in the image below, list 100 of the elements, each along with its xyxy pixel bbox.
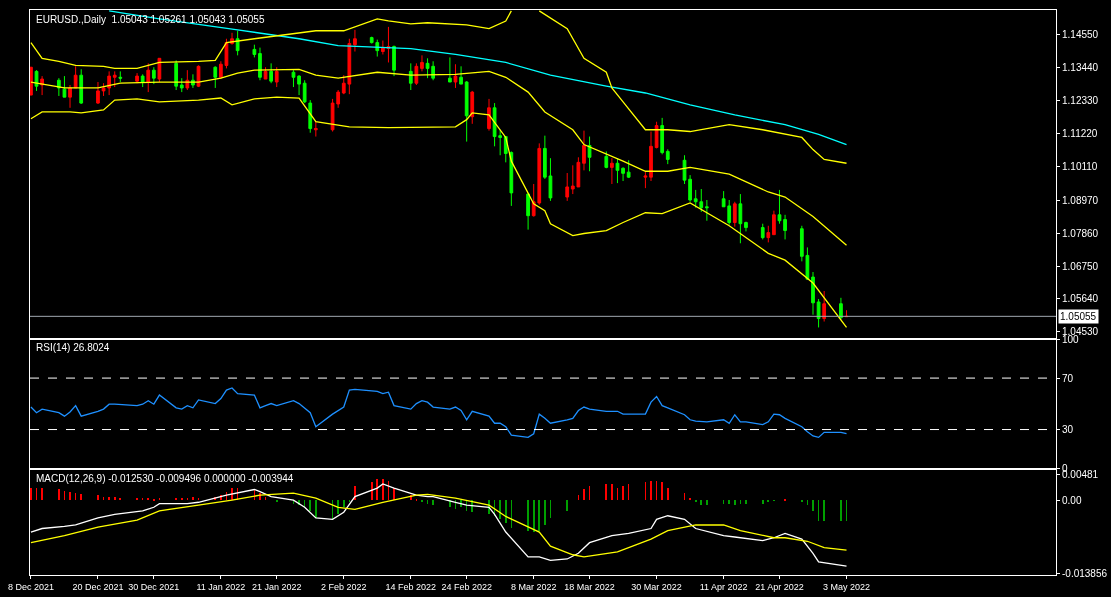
bar [700, 500, 702, 506]
candlestick [654, 121, 659, 149]
x-tick-label: 24 Feb 2022 [441, 581, 492, 592]
candlestick [526, 193, 530, 231]
y-tick-label: 1.11220 [1062, 128, 1098, 140]
candlestick [587, 136, 592, 172]
line-series [30, 68, 848, 246]
candlestick [112, 70, 117, 88]
candlestick [263, 66, 268, 80]
candlestick [744, 221, 748, 232]
candlestick [269, 62, 274, 84]
ref-line-label: 1.05055 [1060, 311, 1097, 322]
candlestick [196, 64, 201, 88]
candlestick [258, 47, 262, 81]
candlestick [732, 201, 737, 228]
candlestick [704, 199, 709, 222]
bar [382, 479, 384, 501]
bar [661, 482, 663, 501]
x-tick-label: 21 Jan 2022 [251, 581, 302, 592]
candlestick [459, 65, 463, 85]
candlestick [140, 73, 145, 88]
bar [505, 500, 507, 524]
bar [583, 489, 585, 501]
bar [667, 488, 669, 501]
candlestick [30, 66, 33, 96]
candlestick [604, 150, 609, 169]
candlestick [213, 65, 218, 89]
y-tick-label: -0.013856 [1062, 567, 1108, 579]
bar [421, 500, 423, 503]
candlestick [487, 98, 491, 132]
bar [136, 498, 138, 501]
bar [97, 495, 99, 501]
candlestick [408, 62, 413, 91]
candlestick [610, 157, 614, 185]
x-tick-label: 11 Jan 2022 [196, 581, 246, 592]
candlestick [649, 131, 653, 182]
candlestick [157, 57, 162, 83]
bar [801, 500, 803, 503]
candlestick [509, 150, 514, 207]
candlestick [179, 77, 184, 93]
line-series [30, 492, 848, 558]
x-tick-label: 21 Apr 2022 [755, 581, 804, 592]
bar [611, 484, 613, 501]
candlestick [626, 159, 631, 179]
candlestick [146, 62, 151, 93]
candlestick [73, 65, 78, 89]
bar [432, 500, 434, 506]
candlestick [79, 68, 84, 105]
bar [840, 500, 842, 522]
candlestick [738, 193, 743, 244]
y-tick-label: 1.07860 [1062, 227, 1099, 239]
bar [58, 489, 60, 501]
line-series [30, 96, 848, 329]
candlestick [151, 66, 156, 85]
candlestick [839, 297, 843, 321]
x-tick-label: 30 Dec 2021 [128, 581, 180, 592]
candlestick [313, 121, 318, 138]
bar [784, 499, 786, 502]
y-tick-label: 30 [1062, 424, 1074, 436]
bar [728, 500, 730, 505]
y-tick-label: 0.00 [1062, 494, 1082, 506]
y-tick-label: 1.14550 [1062, 29, 1099, 41]
bar [30, 488, 32, 501]
line-series [108, 10, 848, 146]
candlestick [811, 271, 815, 316]
x-tick-label: 2 Feb 2022 [320, 581, 367, 592]
bar [41, 488, 43, 501]
bar [762, 500, 764, 505]
bar [315, 500, 317, 519]
x-tick-label: 3 May 2022 [823, 581, 871, 592]
candlestick [353, 29, 357, 52]
bar [605, 484, 607, 501]
bar [767, 500, 769, 503]
candlestick [96, 81, 100, 105]
bar [343, 500, 345, 508]
candlestick [582, 130, 586, 171]
bar [192, 497, 194, 501]
candlestick [252, 44, 257, 58]
candlestick [68, 84, 72, 109]
bar [622, 486, 624, 501]
bar [689, 498, 691, 501]
y-tick-label: 1.12330 [1062, 95, 1099, 107]
y-tick-label: 1.05640 [1062, 293, 1099, 305]
bar [527, 500, 529, 532]
bar [812, 500, 814, 512]
x-tick-label: 18 Mar 2022 [564, 581, 615, 592]
line-series [30, 387, 848, 439]
bar [566, 500, 568, 512]
bar [695, 500, 697, 503]
bar [175, 498, 177, 501]
candlestick [118, 70, 123, 83]
candlestick [822, 290, 827, 323]
candlestick [816, 298, 821, 328]
x-tick-label: 20 Dec 2021 [72, 581, 124, 592]
candlestick [392, 45, 396, 77]
bar [80, 494, 82, 501]
bar [533, 500, 535, 533]
bar [119, 498, 121, 501]
x-tick-label: 11 Apr 2022 [699, 581, 748, 592]
candlestick [464, 80, 469, 143]
